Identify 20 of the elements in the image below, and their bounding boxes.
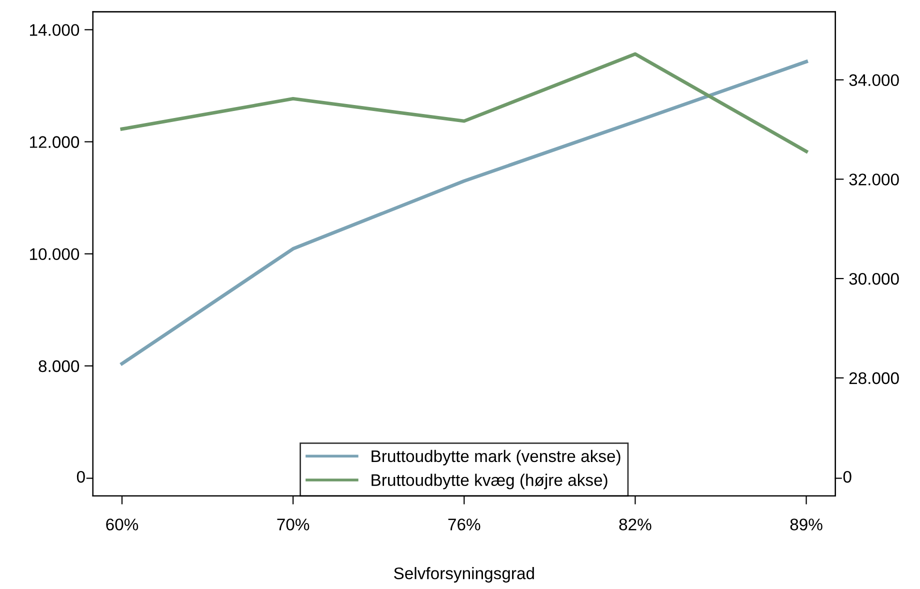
y2-tick-label: 34.000 bbox=[849, 74, 899, 86]
text: 0 bbox=[843, 470, 852, 483]
line-series bbox=[120, 60, 808, 366]
line-series bbox=[120, 52, 808, 154]
y2-tick-label: 30.000 bbox=[849, 272, 899, 285]
y-tick-label: 12.000 bbox=[30, 136, 80, 148]
y-tick-label: 8.000 bbox=[38, 360, 80, 372]
y2-tick-label: 28.000 bbox=[849, 372, 899, 384]
legend-label: Bruttoudbytte mark (venstre akse) bbox=[372, 450, 620, 466]
x-tick-label: 70% bbox=[277, 518, 310, 530]
y2-tick-label: 32.000 bbox=[849, 174, 899, 186]
y-tick-label: 10.000 bbox=[30, 248, 80, 260]
x-tick-label: 76% bbox=[448, 518, 480, 530]
text: 0 bbox=[76, 470, 85, 483]
x-tick-label: 60% bbox=[106, 518, 138, 530]
legend-label: Bruttoudbytte kvæg (højre akse) bbox=[372, 474, 608, 490]
x-tick-label: 82% bbox=[619, 518, 652, 530]
x-axis-title: Selvforsyningsgrad bbox=[394, 567, 534, 583]
x-tick-label: 89% bbox=[790, 518, 822, 530]
y-tick-label: 14.000 bbox=[30, 24, 80, 36]
